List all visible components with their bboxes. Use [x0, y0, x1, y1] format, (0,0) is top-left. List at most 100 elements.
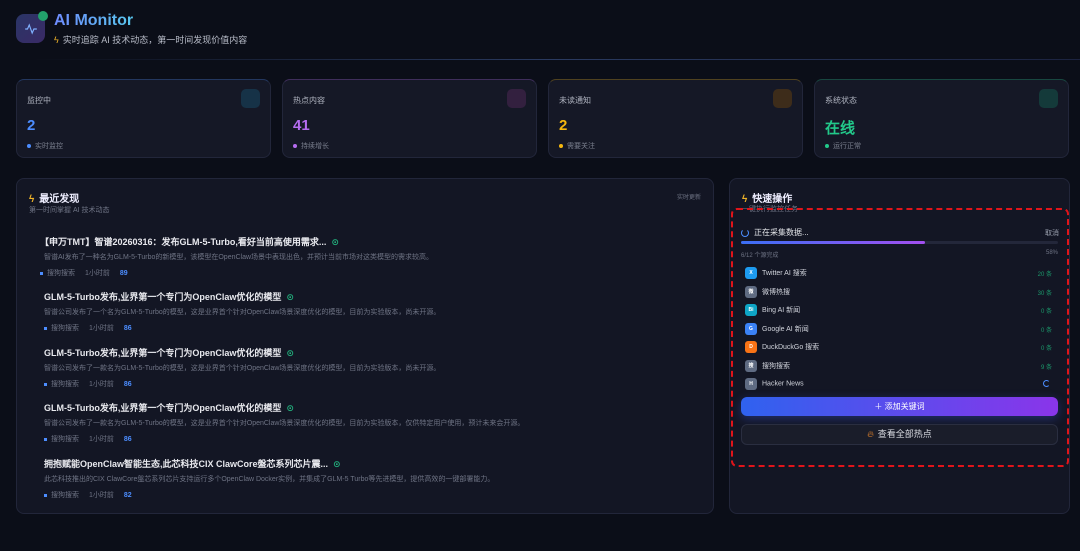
add-keyword-label: 添加关键词 [884, 402, 925, 411]
progress-count: 6/12 个源完成 [741, 253, 779, 259]
stat-note-text: 需要关注 [567, 143, 595, 150]
stat-icon [773, 89, 792, 108]
recent-panel: ϟ 最近发现 第一时间掌握 AI 技术动态 实时更新 [16, 178, 714, 514]
view-all-label: 查看全部热点 [877, 429, 932, 439]
source-badge-icon: X [745, 267, 757, 279]
stat-note: 需要关注 [559, 141, 595, 151]
stat-value: 在线 [825, 120, 856, 137]
item-time: 1小时前 [85, 270, 110, 277]
progress-label-text: 正在采集数据... [754, 228, 809, 237]
source-name: DuckDuckGo 搜索 [762, 344, 820, 351]
fire-icon: 🔥︎ [867, 429, 874, 439]
item-desc: 智谱公司发布了一款名为GLM-5-Turbo的模型，这是业界首个针对OpenCl… [44, 420, 525, 427]
progress-fill [741, 241, 925, 244]
stat-label: 未读通知 [559, 96, 591, 105]
item-score: 86 [123, 436, 132, 443]
stat-card: 监控中 2 实时监控 [16, 79, 271, 158]
source-row: G Google AI 新闻 0 条 [745, 322, 1052, 335]
list-item[interactable]: 拥抱赋能OpenClaw智能生态,此芯科技CIX ClawCore盤芯系列芯片震… [44, 457, 714, 500]
item-score: 86 [123, 381, 132, 388]
recent-title-text: 最近发现 [39, 194, 80, 205]
item-time: 1小时前 [89, 325, 114, 332]
check-circle-icon: ⊙ [333, 459, 341, 469]
loading-spinner-icon [1043, 380, 1050, 387]
source-row: Bi Bing AI 新闻 0 条 [745, 304, 1052, 316]
source-badge-icon: 搜 [745, 359, 757, 372]
source-name: Hacker News [762, 380, 804, 388]
source-count: 9 条 [1040, 364, 1052, 371]
stat-icon [507, 89, 526, 108]
list-item[interactable]: 【申万TMT】智谱20260316：发布GLM-5-Turbo,看好当前高使用需… [40, 235, 710, 278]
item-source: 搜狗搜索 [40, 270, 75, 277]
stat-note-text: 持续增长 [301, 143, 329, 150]
list-item[interactable]: GLM-5-Turbo发布,业界第一个专门为OpenClaw优化的模型 ⊙ 智谱公… [44, 401, 714, 444]
app-title: AI Monitor [54, 12, 134, 29]
source-badge-icon: H [745, 378, 757, 390]
list-item[interactable]: GLM-5-Turbo发布,业界第一个专门为OpenClaw优化的模型 ⊙ 智谱公… [44, 290, 714, 333]
app-logo [16, 11, 48, 43]
stat-note-text: 实时监控 [35, 143, 63, 150]
source-badge-icon: D [745, 341, 757, 353]
item-desc: 智谱公司发布了一个名为GLM-5-Turbo的模型，这是业界首个针对OpenCl… [44, 309, 441, 316]
add-keyword-button[interactable]: ＋ 添加关键词 [741, 397, 1058, 416]
source-count: 0 条 [1040, 346, 1052, 352]
status-dot [38, 11, 48, 21]
item-score: 86 [123, 325, 132, 332]
source-name: Bing AI 新闻 [762, 307, 801, 314]
item-title[interactable]: GLM-5-Turbo发布,业界第一个专门为OpenClaw优化的模型 [44, 292, 282, 302]
item-title[interactable]: 【申万TMT】智谱20260316：发布GLM-5-Turbo,看好当前高使用需… [40, 237, 327, 247]
source-count: 0 条 [1040, 309, 1052, 315]
stat-card: 热点内容 41 持续增长 [282, 79, 537, 158]
item-title[interactable]: GLM-5-Turbo发布,业界第一个专门为OpenClaw优化的模型 [44, 403, 282, 413]
highlight-box [731, 208, 1069, 467]
divider [30, 59, 1080, 60]
stat-icon [1039, 89, 1058, 108]
stat-note: 实时监控 [27, 141, 63, 151]
item-score: 89 [119, 270, 128, 277]
stat-value: 2 [27, 117, 36, 134]
view-all-hot-button[interactable]: 🔥︎ 查看全部热点 [741, 424, 1058, 445]
check-circle-icon: ⊙ [331, 237, 339, 247]
bolt-icon: ϟ [742, 194, 748, 205]
spinner-icon [741, 228, 749, 237]
check-circle-icon: ⊙ [286, 348, 294, 358]
source-name: Twitter AI 搜索 [762, 270, 807, 277]
stat-value: 41 [293, 117, 310, 134]
item-title[interactable]: GLM-5-Turbo发布,业界第一个专门为OpenClaw优化的模型 [44, 348, 282, 358]
activity-icon [24, 22, 37, 35]
check-circle-icon: ⊙ [286, 403, 294, 413]
item-desc: 智谱公司发布了一款名为GLM-5-Turbo的模型，这是业界首个针对OpenCl… [44, 365, 441, 372]
progress-percent: 58% [1045, 250, 1058, 256]
source-badge-icon: G [745, 322, 757, 335]
quick-title: ϟ 快速操作 [742, 190, 792, 205]
stat-note: 持续增长 [293, 141, 329, 151]
dot-icon [559, 144, 563, 149]
source-name: 搜狗搜索 [762, 362, 790, 370]
item-time: 1小时前 [89, 492, 114, 499]
bolt-icon: ϟ [54, 35, 59, 45]
source-name: 微博热搜 [762, 288, 790, 296]
cancel-button[interactable]: 取消 [1045, 230, 1059, 237]
source-badge-icon: 微 [745, 285, 757, 298]
item-time: 1小时前 [89, 381, 114, 388]
plus-icon: ＋ [874, 402, 885, 411]
list-item[interactable]: GLM-5-Turbo发布,业界第一个专门为OpenClaw优化的模型 ⊙ 智谱公… [44, 346, 714, 389]
stat-label: 系统状态 [825, 96, 857, 105]
dot-icon [27, 144, 31, 149]
quick-actions-panel: ϟ 快速操作 一键执行监控任务 [729, 178, 1070, 514]
item-source: 搜狗搜索 [44, 492, 79, 499]
source-name: Google AI 新闻 [762, 325, 809, 333]
dot-icon [825, 144, 829, 149]
stat-label: 监控中 [27, 96, 51, 105]
check-circle-icon: ⊙ [286, 292, 294, 302]
source-row: 微微博热搜 30 条 [745, 285, 1052, 298]
item-score: 82 [123, 492, 132, 499]
recent-subtitle: 第一时间掌握 AI 技术动态 [29, 207, 110, 214]
progress-bar [741, 241, 1058, 244]
source-row: X Twitter AI 搜索 20 条 [745, 267, 1052, 279]
source-count: 0 条 [1040, 327, 1052, 334]
source-row: H Hacker News [745, 378, 1052, 390]
quick-title-text: 快速操作 [752, 194, 793, 205]
item-title[interactable]: 拥抱赋能OpenClaw智能生态,此芯科技CIX ClawCore盤芯系列芯片震… [44, 459, 329, 469]
subtitle-text: 实时追踪 AI 技术动态，第一时间发现价值内容 [62, 35, 248, 45]
